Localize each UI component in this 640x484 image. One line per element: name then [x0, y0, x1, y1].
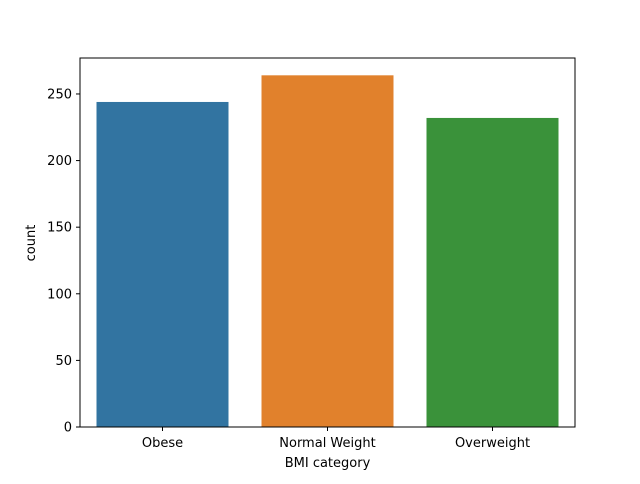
- y-tick-label: 150: [47, 221, 72, 236]
- y-axis: 0 50 100 150 200 250: [47, 87, 80, 436]
- y-tick-label: 200: [47, 154, 72, 169]
- axes-frame: [79, 57, 576, 428]
- y-tick-label: 100: [47, 287, 72, 302]
- x-tick-label: Overweight: [455, 436, 530, 451]
- bar: [426, 117, 559, 427]
- plot-area: [96, 75, 559, 427]
- bar: [96, 101, 229, 427]
- y-tick-label: 50: [55, 354, 72, 369]
- x-axis-label: BMI category: [285, 456, 371, 471]
- x-axis: Obese Normal Weight Overweight: [142, 427, 530, 451]
- y-tick-label: 250: [47, 87, 72, 102]
- y-tick-label: 0: [64, 421, 72, 436]
- x-tick-label: Obese: [142, 436, 183, 451]
- y-axis-label: count: [24, 225, 39, 262]
- bar: [261, 75, 394, 427]
- x-tick-label: Normal Weight: [279, 436, 375, 451]
